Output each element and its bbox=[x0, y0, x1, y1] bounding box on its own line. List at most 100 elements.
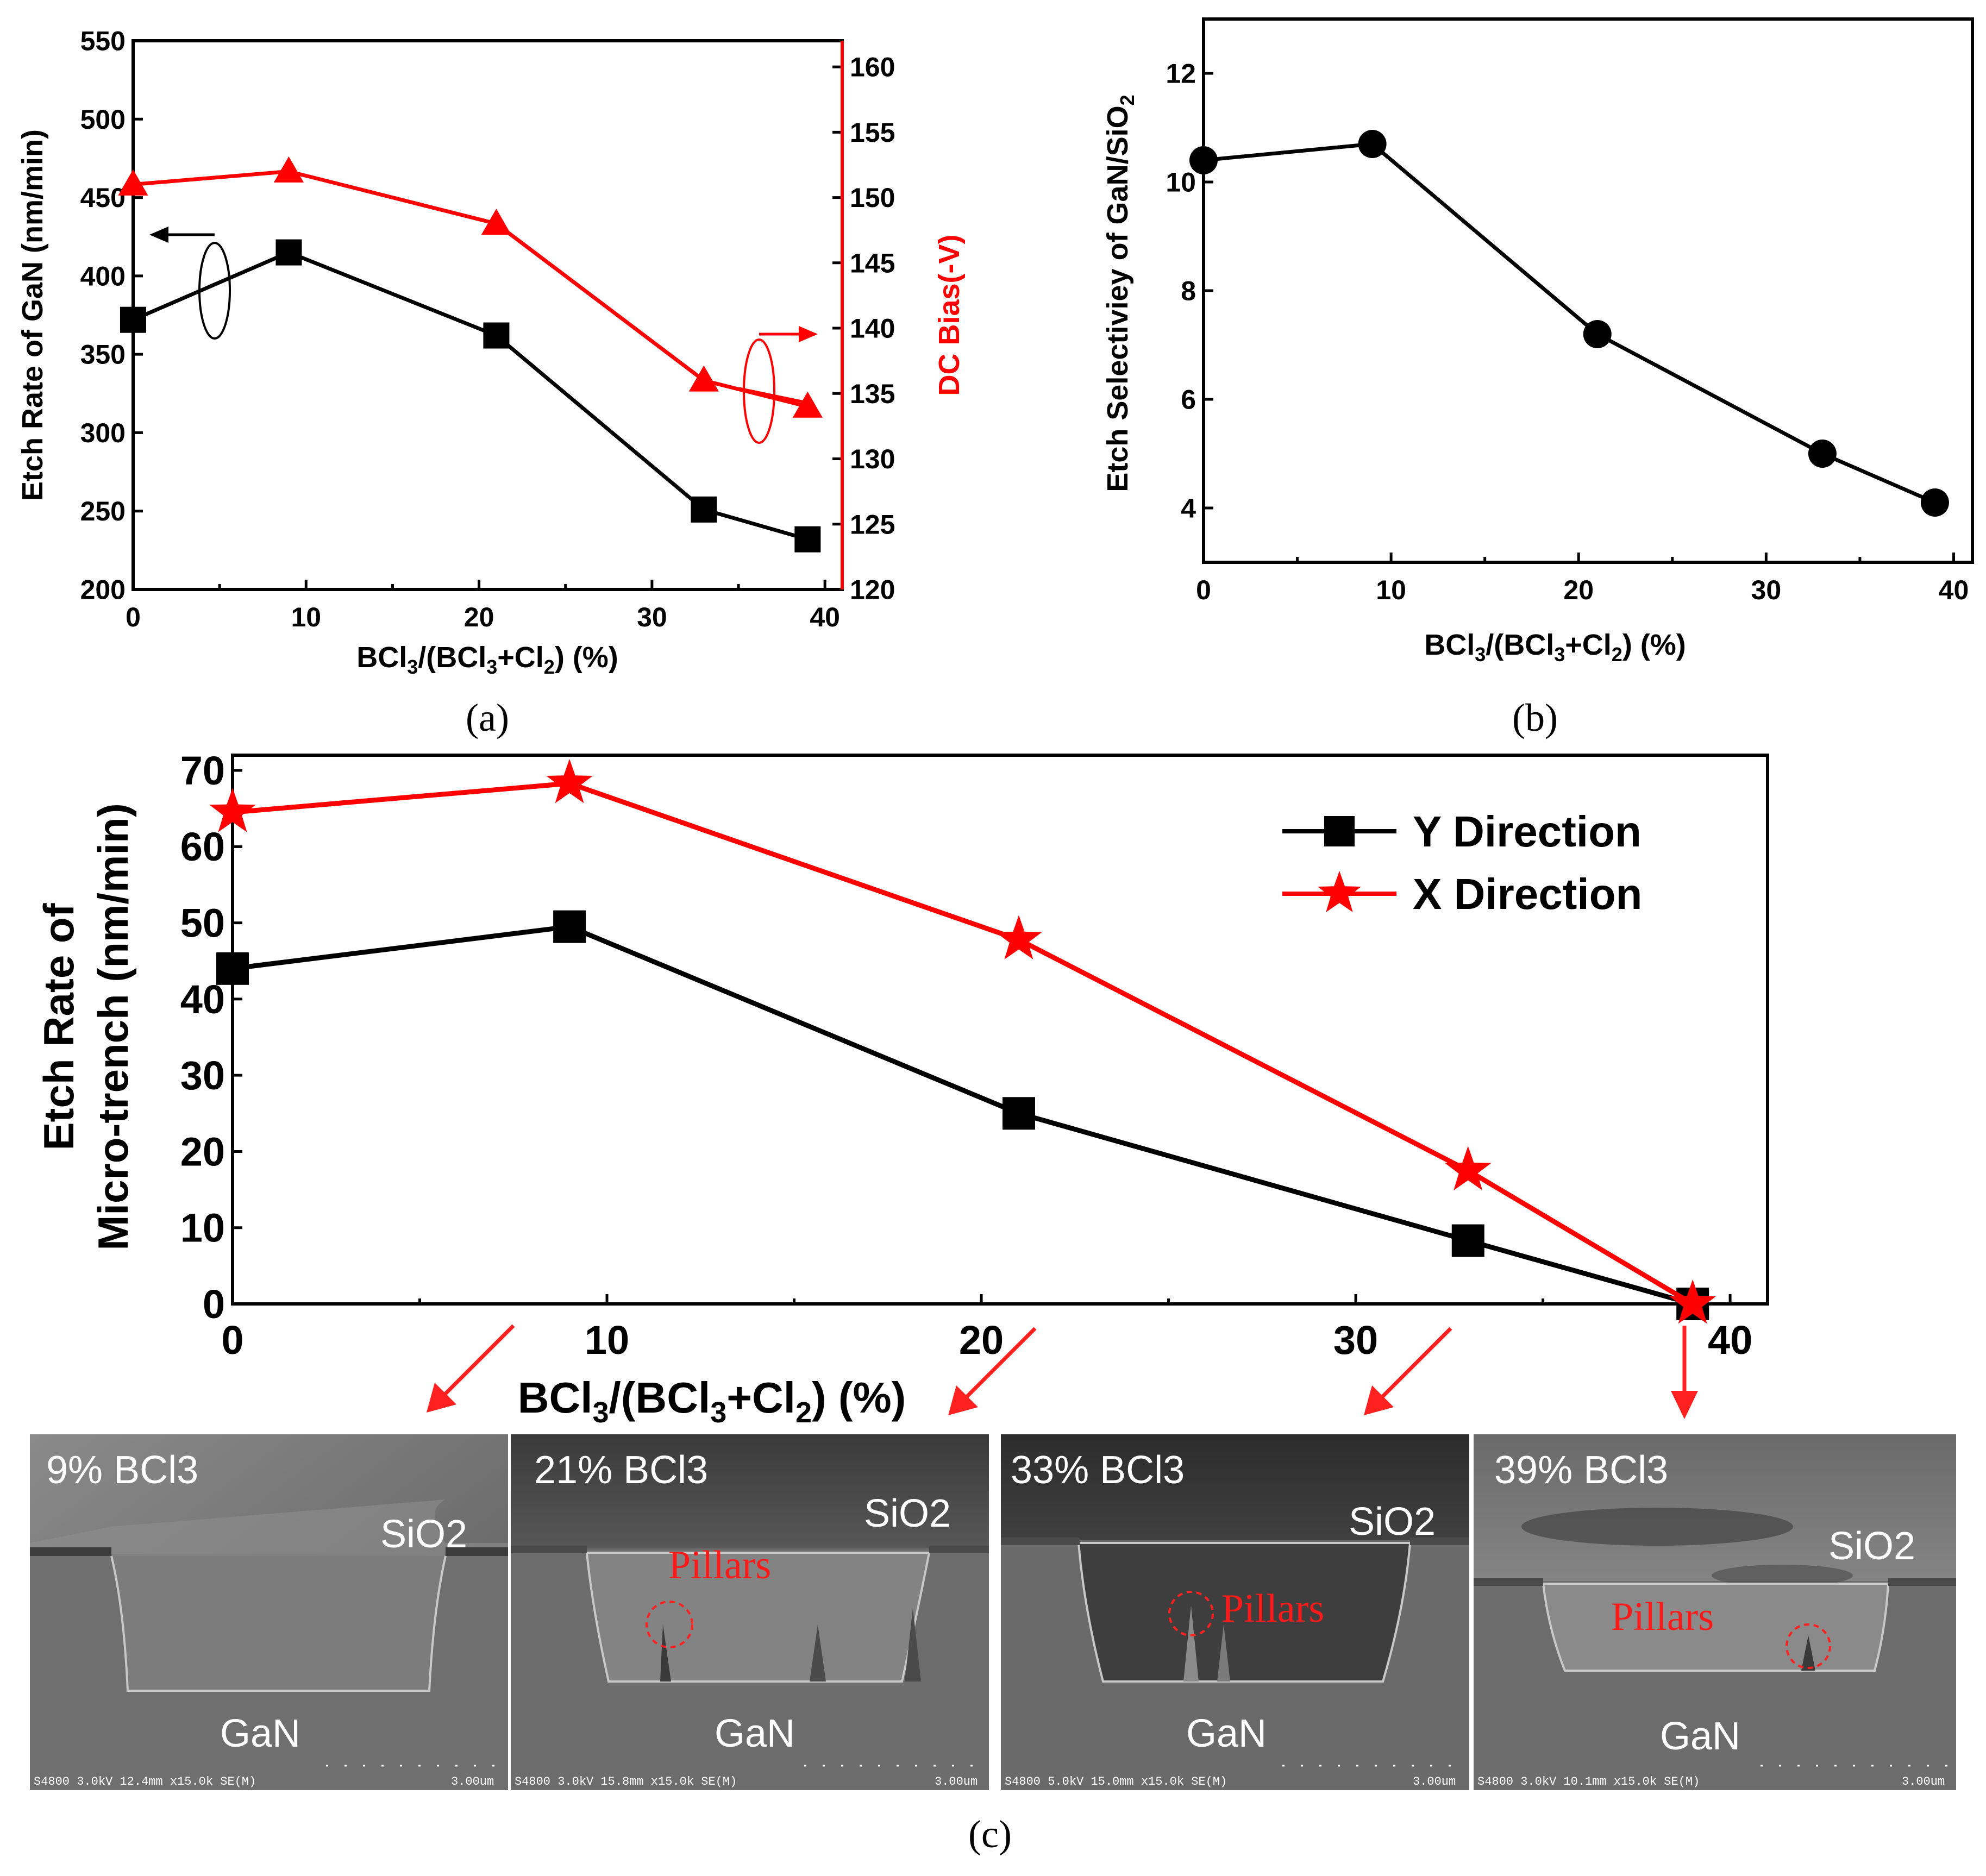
chart-c-left-ytick-label-50: 50 bbox=[180, 901, 225, 946]
chart-a-series-0-point-1 bbox=[275, 239, 302, 266]
legend-square-marker bbox=[1324, 816, 1355, 846]
chart-c-series-0-point-2 bbox=[1002, 1097, 1035, 1130]
sem-label-33: 33% BCl3 bbox=[1011, 1448, 1185, 1492]
chart-b-left-ytick-label-8: 8 bbox=[1181, 276, 1196, 306]
chart-c-left-ytick-label-30: 30 bbox=[180, 1053, 225, 1098]
chart-b-xtick-label-20: 20 bbox=[1563, 575, 1594, 605]
caption-c: (c) bbox=[968, 1812, 1012, 1856]
chart-c-ylabel-line2: Micro-trench (nm/min) bbox=[89, 803, 137, 1250]
chart-a-xtick-label-0: 0 bbox=[126, 602, 141, 632]
sem-scale-21: 3.00um bbox=[935, 1775, 978, 1789]
chart-b-series-0-point-4 bbox=[1920, 488, 1949, 517]
chart-c-left-ytick-label-0: 0 bbox=[203, 1282, 225, 1327]
legend-star-marker bbox=[1318, 871, 1361, 912]
chart-a-xtick-label-10: 10 bbox=[291, 602, 321, 632]
chart-c-xlabel: BCl3/(BCl3+Cl2) (%) bbox=[518, 1373, 906, 1429]
chart-a-series-1-point-0 bbox=[118, 169, 148, 196]
chart-a-right-ytick-label-150: 150 bbox=[850, 183, 895, 213]
chart-a-right-ytick-label-155: 155 bbox=[850, 117, 895, 148]
chart-c-xtick-label-20: 20 bbox=[959, 1317, 1004, 1363]
chart-c-series-1-point-4 bbox=[1669, 1279, 1716, 1324]
caption-a: (a) bbox=[466, 696, 509, 739]
chart-c-series-1-point-3 bbox=[1445, 1146, 1492, 1190]
chart-a-series-0-point-2 bbox=[483, 322, 510, 349]
chart-a-right-ytick-label-160: 160 bbox=[850, 52, 895, 83]
chart-b-xtick-label-40: 40 bbox=[1939, 575, 1969, 605]
chart-b-xtick-label-30: 30 bbox=[1751, 575, 1782, 605]
chart-a-right-ytick-label-130: 130 bbox=[850, 444, 895, 474]
chart-c-series-1-point-0 bbox=[209, 788, 256, 832]
chart-b-series-0-point-1 bbox=[1358, 130, 1387, 158]
chart-a-series-1-point-4 bbox=[792, 391, 823, 418]
chart-a-left-ytick-label-400: 400 bbox=[80, 261, 126, 291]
chart-c-series-1-point-2 bbox=[995, 915, 1042, 959]
sem-info-9: S4800 3.0kV 12.4mm x15.0k SE(M) bbox=[34, 1775, 256, 1789]
sem-pillars-39: Pillars bbox=[1611, 1595, 1714, 1639]
chart-b: 4 6 8 10 12 0 10 20 30 40 Etch Selectiviey of Ga… bbox=[1101, 17, 1974, 739]
chart-a-frame bbox=[131, 39, 844, 591]
chart-a-left-ytick-label-450: 450 bbox=[80, 183, 126, 213]
chart-b-left-ytick-label-6: 6 bbox=[1181, 385, 1196, 415]
sem-image-9: 9% BCl3 SiO2 GaN S4800 3.0kV 12.4mm x15.… bbox=[30, 1434, 508, 1790]
chart-c-left-ytick-label-20: 20 bbox=[180, 1129, 225, 1174]
chart-b-series-0-point-2 bbox=[1583, 320, 1612, 348]
chart-b-series-0-point-0 bbox=[1189, 146, 1218, 174]
chart-c-left-ytick-label-70: 70 bbox=[180, 748, 225, 793]
sem-label-21: 21% BCl3 bbox=[534, 1448, 708, 1492]
sem-info-33: S4800 5.0kV 15.0mm x15.0k SE(M) bbox=[1005, 1775, 1227, 1789]
chart-a-xtick-label-20: 20 bbox=[464, 602, 494, 632]
chart-c-frame bbox=[231, 754, 1769, 1306]
chart-b-xtick-label-0: 0 bbox=[1196, 575, 1211, 605]
sem-oxide-33: SiO2 bbox=[1349, 1500, 1436, 1544]
sem-pillars-33: Pillars bbox=[1221, 1586, 1324, 1631]
chart-c-ylabel-line1: Etch Rate of bbox=[35, 902, 83, 1150]
legend-y-direction: Y Direction bbox=[1413, 807, 1642, 856]
sem-substrate-21: GaN bbox=[715, 1712, 795, 1755]
chart-a-left-ytick-label-300: 300 bbox=[80, 418, 126, 448]
sem-pillars-21: Pillars bbox=[668, 1543, 771, 1588]
chart-c-left-ytick-label-10: 10 bbox=[180, 1206, 225, 1251]
chart-b-xtick-label-10: 10 bbox=[1376, 575, 1406, 605]
chart-a-left-ytick-label-550: 550 bbox=[80, 26, 126, 57]
chart-a-right-ytick-label-125: 125 bbox=[850, 509, 895, 539]
chart-b-frame bbox=[1202, 17, 1974, 564]
sem-image-33: Pillars 33% BCl3 SiO2 GaN S4800 5.0kV 15… bbox=[1001, 1434, 1469, 1790]
sem-label-9: 9% BCl3 bbox=[46, 1448, 198, 1492]
chart-a-left-ytick-label-500: 500 bbox=[80, 104, 126, 135]
chart-a-series-0-line bbox=[132, 250, 809, 542]
chart-a-series-1-point-1 bbox=[273, 156, 304, 183]
sem-image-row: 9% BCl3 SiO2 GaN S4800 3.0kV 12.4mm x15.… bbox=[30, 1434, 1956, 1856]
chart-a-left-ytick-label-200: 200 bbox=[80, 575, 126, 605]
chart-c-series-0-point-0 bbox=[216, 952, 249, 985]
sem-oxide-21: SiO2 bbox=[864, 1492, 951, 1535]
chart-a-xlabel: BCl3/(BCl3+Cl2) (%) bbox=[356, 641, 618, 678]
sem-info-21: S4800 3.0kV 15.8mm x15.0k SE(M) bbox=[515, 1775, 737, 1789]
chart-c-xtick-label-40: 40 bbox=[1708, 1317, 1752, 1363]
sem-image-21: Pillars 21% BCl3 SiO2 GaN S4800 3.0kV 15… bbox=[511, 1434, 989, 1790]
chart-a-right-ytick-label-120: 120 bbox=[850, 575, 895, 605]
chart-a-left-ytick-label-250: 250 bbox=[80, 496, 126, 526]
chart-b-left-ytick-label-12: 12 bbox=[1166, 59, 1196, 89]
left-axis-indicator bbox=[149, 227, 231, 340]
chart-b-series-0-point-3 bbox=[1808, 440, 1837, 468]
chart-c-legend: Y Direction X Direction bbox=[1282, 807, 1642, 918]
chart-b-ylabel: Etch Selectiviey of GaN/SiO2 bbox=[1101, 95, 1138, 492]
chart-a-xtick-label-30: 30 bbox=[637, 602, 667, 632]
chart-b-xlabel: BCl3/(BCl3+Cl2) (%) bbox=[1424, 629, 1686, 666]
sem-scale-33: 3.00um bbox=[1413, 1775, 1456, 1789]
sem-substrate-9: GaN bbox=[220, 1712, 300, 1755]
chart-c-series-1-point-1 bbox=[546, 758, 593, 804]
chart-b-left-ytick-label-10: 10 bbox=[1166, 167, 1196, 198]
chart-c-xtick-label-0: 0 bbox=[221, 1317, 243, 1363]
chart-a-right-ytick-label-135: 135 bbox=[850, 379, 895, 409]
sem-info-39: S4800 3.0kV 10.1mm x15.0k SE(M) bbox=[1477, 1775, 1700, 1789]
sem-label-39: 39% BCl3 bbox=[1494, 1448, 1668, 1492]
chart-c-left-ytick-label-60: 60 bbox=[180, 824, 225, 869]
chart-a-ylabel: Etch Rate of GaN (nm/min) bbox=[16, 129, 49, 501]
chart-a-left-ytick-label-350: 350 bbox=[80, 340, 126, 370]
chart-c-series-0-point-3 bbox=[1451, 1224, 1484, 1257]
sem-substrate-39: GaN bbox=[1660, 1715, 1740, 1758]
